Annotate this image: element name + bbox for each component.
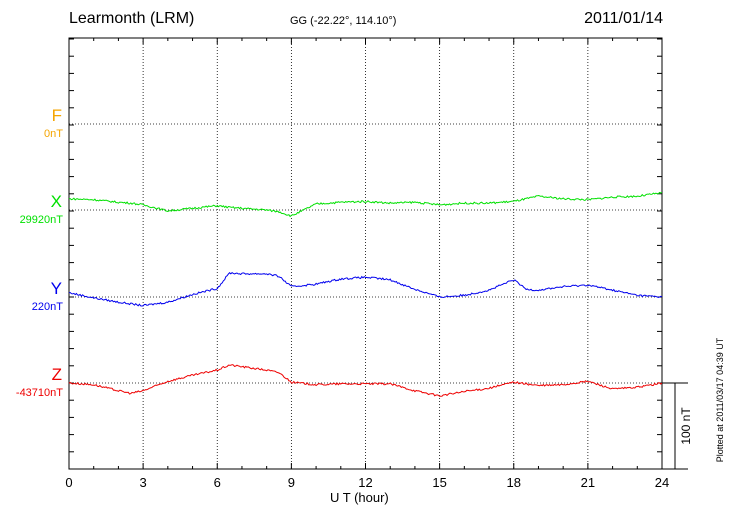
- station-title: Learmonth (LRM): [69, 10, 195, 27]
- coordinates: GG (-22.22°, 114.10°): [290, 15, 397, 27]
- series-baseline-y: 220nT: [31, 301, 63, 313]
- series-name-y: Y: [50, 279, 62, 298]
- series-line-z: [68, 364, 663, 397]
- x-tick-label: 0: [65, 475, 72, 490]
- x-tick-label: 12: [358, 475, 372, 490]
- scale-bar-label: 100 nT: [679, 407, 693, 445]
- series-name-x: X: [50, 192, 62, 211]
- x-tick-label: 9: [288, 475, 295, 490]
- series-line-x: [69, 191, 662, 218]
- plotted-timestamp: Plotted at 2011/03/17 04:39 UT: [715, 337, 725, 463]
- x-tick-label: 3: [140, 475, 147, 490]
- series-name-z: Z: [51, 365, 62, 384]
- x-tick-label: 24: [655, 475, 669, 490]
- series-baseline-x: 29920nT: [19, 214, 63, 226]
- date: 2011/01/14: [584, 10, 663, 27]
- series-name-f: F: [51, 106, 62, 125]
- x-tick-label: 6: [214, 475, 221, 490]
- series-baseline-f: 0nT: [44, 128, 63, 140]
- x-axis-label: U T (hour): [330, 490, 389, 505]
- x-tick-label: 15: [432, 475, 446, 490]
- x-tick-label: 18: [507, 475, 521, 490]
- x-tick-label: 21: [581, 475, 595, 490]
- series-baseline-z: -43710nT: [15, 387, 63, 399]
- series-line-y: [68, 271, 663, 307]
